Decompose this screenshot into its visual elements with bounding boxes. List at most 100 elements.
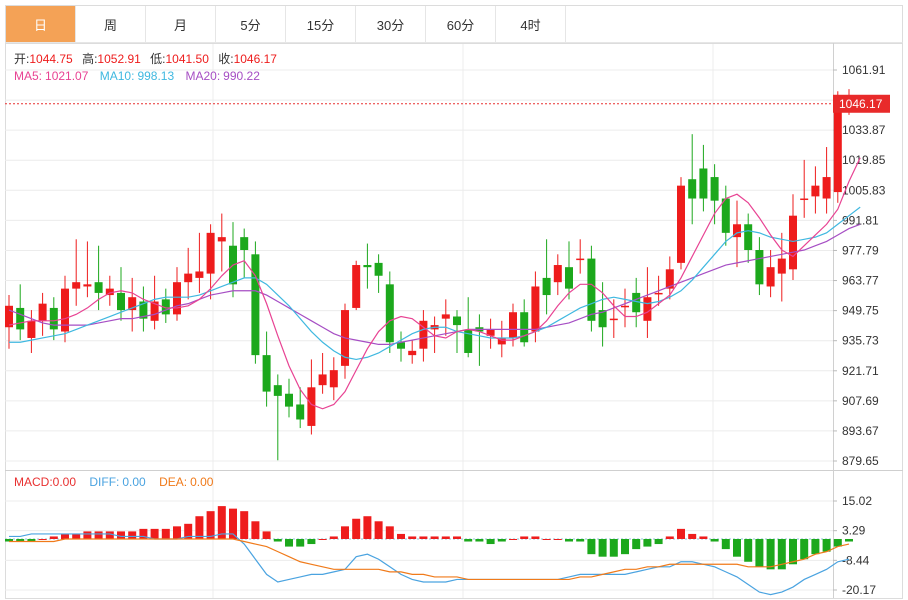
candle-body: [195, 271, 204, 278]
candle-body: [497, 337, 506, 345]
macd-bar: [643, 538, 652, 547]
macd-bar: [822, 538, 831, 552]
macd-bar: [352, 518, 361, 539]
candle-body: [49, 307, 58, 330]
candle-body: [677, 185, 685, 263]
tick-label: 893.67: [842, 424, 879, 438]
macd-bar: [475, 538, 484, 542]
tab-0[interactable]: 日: [6, 6, 76, 42]
candle-body: [665, 269, 674, 289]
macd-bar: [72, 533, 81, 539]
macd-bar: [654, 538, 663, 545]
macd-bar: [721, 538, 730, 550]
candle-body: [150, 301, 159, 321]
candle-body: [531, 286, 540, 332]
candle-body: [262, 355, 271, 392]
macd-bar: [497, 538, 506, 542]
tick-label: 949.75: [842, 304, 879, 318]
ohlc-legend: 开:1044.75 高:1052.91 低:1041.50 收:1046.17: [14, 51, 277, 66]
candle-body: [453, 316, 461, 326]
macd-bar: [285, 538, 293, 547]
macd-bar: [699, 536, 708, 539]
macd-axis: 15.02 3.29 -8.44 -20.17: [833, 494, 876, 597]
macd-bar: [195, 516, 204, 539]
grid-lines: [5, 44, 833, 598]
tab-7[interactable]: 4时: [496, 6, 566, 42]
candle-body: [800, 198, 809, 201]
tab-2[interactable]: 月: [146, 6, 216, 42]
macd-bar: [307, 538, 316, 545]
macd-bar: [531, 536, 540, 539]
tab-5[interactable]: 30分: [356, 6, 426, 42]
macd-bar: [61, 533, 69, 539]
candle-body: [352, 265, 361, 308]
macd-bar: [139, 528, 148, 539]
candle-body: [766, 267, 775, 287]
macd-bar: [833, 538, 842, 547]
tab-6[interactable]: 60分: [426, 6, 496, 42]
candle-body: [273, 385, 282, 396]
macd-bar: [94, 531, 103, 539]
tick-label: 3.29: [842, 524, 866, 538]
macd-bar: [374, 521, 383, 539]
tick-label: 907.69: [842, 394, 879, 408]
candle-body: [688, 179, 697, 199]
tick-label: 921.71: [842, 364, 879, 378]
dea-line: [9, 538, 850, 581]
candle-body: [285, 393, 293, 407]
macd-bar: [441, 536, 450, 539]
candle-body: [520, 312, 529, 343]
macd-bar: [262, 531, 271, 539]
macd-bar: [789, 538, 797, 565]
last-price-label: 1046.17: [839, 97, 883, 111]
candle-body: [789, 215, 797, 270]
macd-bar: [173, 526, 181, 539]
candle-body: [733, 224, 741, 238]
macd-bars: [5, 506, 853, 570]
macd-bar: [105, 531, 114, 539]
macd-bar: [117, 531, 125, 539]
macd-bar: [576, 538, 585, 542]
candle-body: [822, 177, 831, 199]
macd-bar: [710, 538, 719, 542]
macd-bar: [845, 538, 853, 542]
last-price-badge: [833, 94, 890, 113]
macd-bar: [27, 538, 36, 542]
macd-bar: [240, 511, 249, 539]
candle-body: [296, 404, 305, 420]
macd-bar: [408, 536, 417, 539]
macd-bar: [251, 521, 260, 539]
candle-body: [128, 297, 137, 311]
timeframe-tabs: 日周月 5分 15分 30分 60分 4时: [5, 5, 903, 43]
candle-body: [173, 282, 181, 315]
macd-bar: [677, 528, 685, 539]
candle-body: [553, 265, 562, 283]
tick-label: 879.65: [842, 454, 879, 468]
tab-3[interactable]: 5分: [216, 6, 286, 42]
macd-bar: [318, 538, 327, 540]
tick-label: -8.44: [842, 553, 870, 567]
ma10-line: [9, 206, 861, 361]
candle-body: [598, 310, 607, 328]
tick-label: 977.79: [842, 243, 879, 257]
tab-4[interactable]: 15分: [286, 6, 356, 42]
tick-label: 991.81: [842, 213, 879, 227]
tick-label: -20.17: [842, 583, 876, 597]
candle-body: [509, 312, 517, 338]
macd-bar: [49, 536, 58, 539]
macd-bar: [329, 536, 338, 539]
tick-label: 15.02: [842, 494, 872, 508]
candle-body: [139, 301, 148, 319]
tab-1[interactable]: 周: [76, 6, 146, 42]
candle-body: [621, 305, 629, 308]
tick-label: 1061.91: [842, 63, 886, 77]
candle-body: [105, 288, 114, 296]
macd-bar: [553, 538, 562, 540]
macd-bar: [509, 538, 517, 540]
macd-bar: [766, 538, 775, 570]
candle-body: [94, 282, 103, 293]
macd-bar: [363, 516, 372, 539]
macd-bar: [206, 511, 215, 539]
ma-legend: MA5: 1021.07 MA10: 998.13 MA20: 990.22: [14, 69, 260, 83]
macd-bar: [128, 531, 137, 539]
